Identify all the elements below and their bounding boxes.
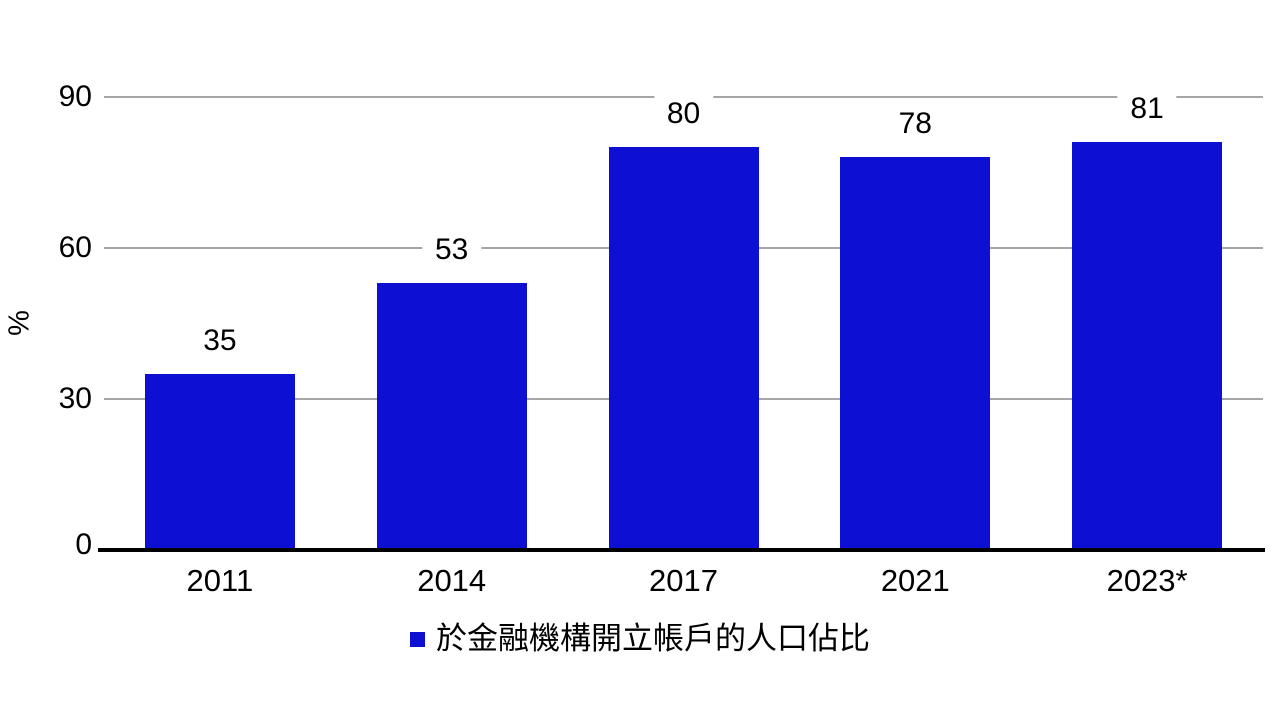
legend-swatch-icon	[410, 632, 425, 647]
y-tick-label: 90	[58, 80, 92, 113]
bar-value-label: 35	[190, 322, 250, 359]
bar-2014	[376, 283, 527, 549]
y-tick-label: 30	[58, 382, 92, 415]
bar-value-label: 80	[653, 96, 714, 133]
bar-value-label: 81	[1117, 91, 1177, 128]
chart-legend: 於金融機構開立帳戶的人口佔比	[0, 618, 1280, 658]
bar-2021	[840, 157, 991, 549]
bar-2017	[608, 147, 759, 549]
bar-value-label: 53	[422, 232, 482, 269]
bar-2023*	[1072, 142, 1223, 549]
x-tick-label: 2017	[649, 563, 718, 598]
legend-label: 於金融機構開立帳戶的人口佔比	[436, 620, 870, 656]
bar-value-label: 78	[885, 106, 945, 143]
y-axis-title: %	[3, 310, 36, 336]
x-axis-line	[98, 548, 1265, 552]
x-tick-label: 2023*	[1106, 563, 1188, 598]
y-tick-label: 0	[75, 528, 92, 561]
x-tick-label: 2021	[880, 563, 950, 598]
y-tick-label: 60	[58, 231, 92, 264]
x-tick-label: 2011	[186, 563, 254, 598]
x-tick-label: 2014	[417, 563, 487, 598]
bar-2011	[144, 373, 295, 549]
